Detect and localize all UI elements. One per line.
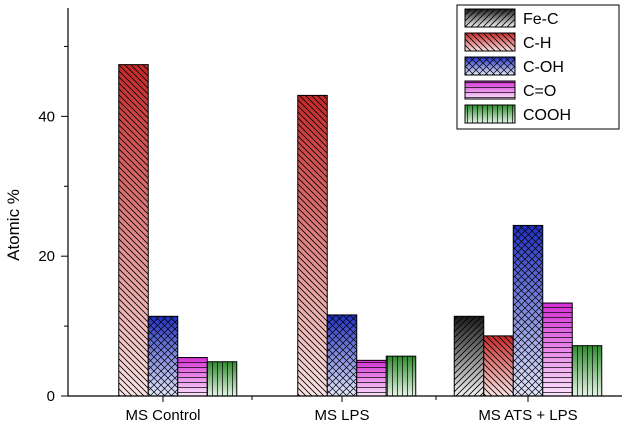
bar-hatch-ms-control-cooh — [206, 361, 238, 397]
x-ticks: MS Control MS LPS MS ATS + LPS — [125, 396, 578, 424]
bar-hatch-ms-control-c-h — [118, 64, 149, 397]
legend-label-c-h: C-H — [523, 35, 551, 52]
bar-hatch-ms-ats-lps-c-o — [542, 302, 573, 397]
y-tick-label: 0 — [47, 388, 55, 405]
bar-hatch-ms-control-c-o — [177, 357, 208, 397]
legend-swatch-hatch-c-h — [464, 32, 516, 52]
x-tick-label: MS LPS — [314, 407, 369, 424]
legend-label-fe-c: Fe-C — [523, 11, 559, 28]
y-tick-label: 20 — [38, 248, 55, 265]
bar-hatch-ms-control-c-oh — [147, 315, 179, 397]
x-tick-label: MS Control — [125, 407, 200, 424]
bar-hatch-ms-lps-c-h — [297, 94, 328, 397]
legend-swatch-hatch-c-oh — [464, 56, 516, 76]
bar-hatch-ms-lps-cooh — [385, 355, 417, 397]
legend-label-c-oh: C-OH — [523, 59, 564, 76]
bar-hatch-ms-ats-lps-c-oh — [512, 224, 544, 397]
legend-label-cooh: COOH — [523, 107, 571, 124]
y-tick-label: 40 — [38, 108, 55, 125]
legend-label-c-o: C=O — [523, 83, 556, 100]
y-ticks: 0 20 40 — [38, 45, 68, 405]
legend-swatch-hatch-fe-c — [464, 8, 516, 28]
bar-hatch-ms-lps-c-oh — [326, 314, 358, 397]
legend: Fe-C C-H C-OH C=O COOH — [456, 4, 620, 130]
x-tick-label: MS ATS + LPS — [478, 407, 577, 424]
bar-hatch-ms-lps-c-o — [356, 359, 387, 397]
bar-hatch-ms-ats-lps-c-h — [483, 335, 514, 397]
bar-hatch-ms-ats-lps-cooh — [571, 345, 603, 397]
legend-swatch-hatch-c-o — [464, 80, 516, 100]
y-axis-title: Atomic % — [4, 189, 23, 261]
bars-layer — [118, 64, 603, 397]
bar-hatch-ms-ats-lps-fe-c — [453, 315, 485, 397]
legend-swatch-hatch-cooh — [464, 104, 516, 124]
